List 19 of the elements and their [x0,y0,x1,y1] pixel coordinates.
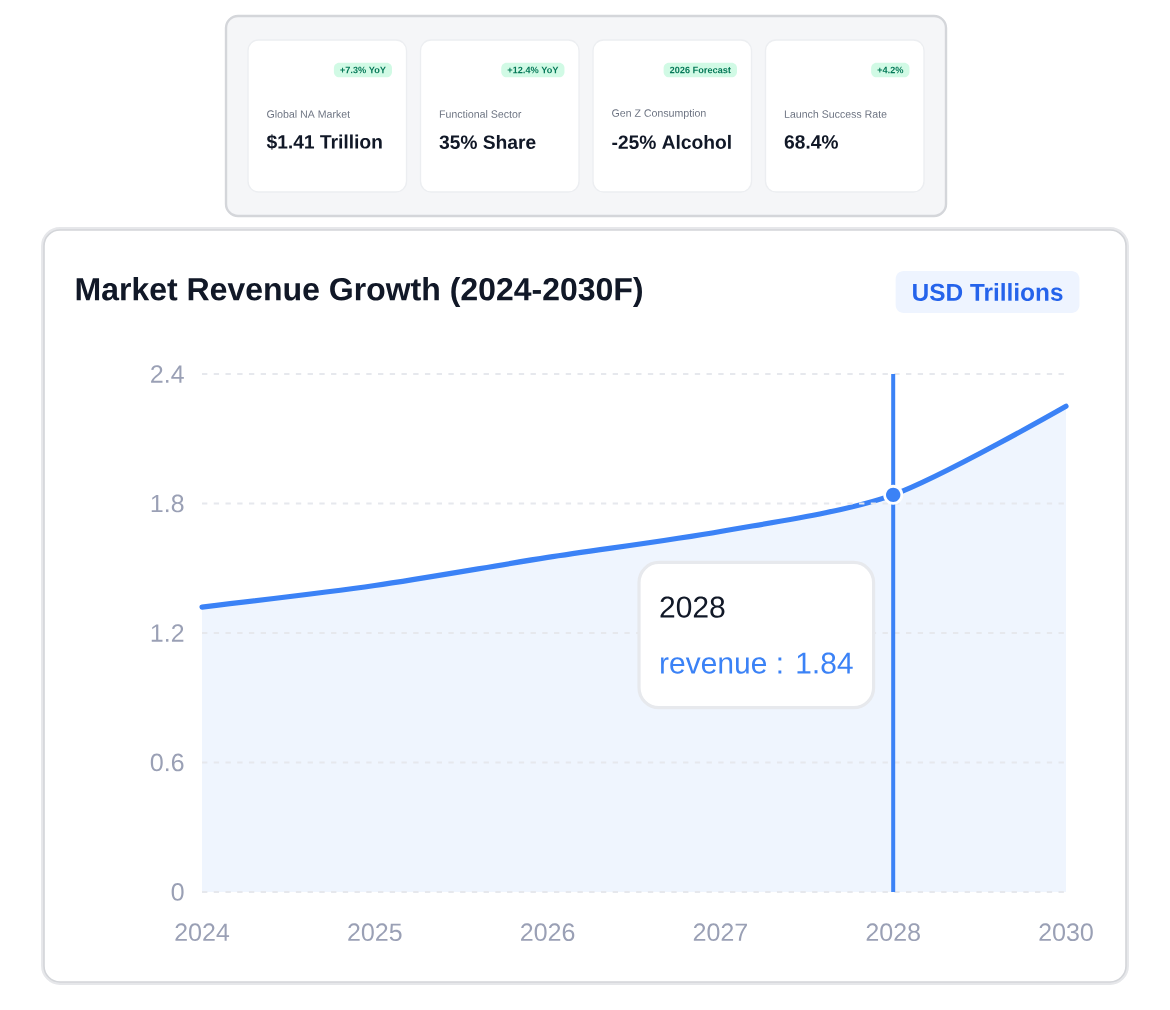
y-axis-title: USD Trillions [913,283,1063,301]
x-tick-label: 2030 [1039,923,1093,942]
text: 35% Share [439,134,536,150]
y-tick-label: 0.6 [150,753,184,772]
y-tick-label: 0 [171,883,184,901]
text: -25% Alcohol [612,134,731,149]
y-tick-label: 1.2 [151,624,184,642]
x-tick-label: 2025 [348,923,402,942]
annotation: revenue : 1.84 [661,652,853,674]
x-tick-label: 2027 [693,923,747,942]
chart-title: Market Revenue Growth (2024-2030F) [76,277,642,307]
annotation: 2028 [660,596,725,618]
x-tick-label: 2024 [175,923,230,942]
text: $1.41 Trillion [266,134,382,150]
text: 68.4% [784,135,838,149]
y-tick-label: 2.4 [151,365,184,383]
x-tick-label: 2028 [866,923,920,942]
x-tick-label: 2026 [521,923,575,942]
y-tick-label: 1.8 [151,494,184,513]
